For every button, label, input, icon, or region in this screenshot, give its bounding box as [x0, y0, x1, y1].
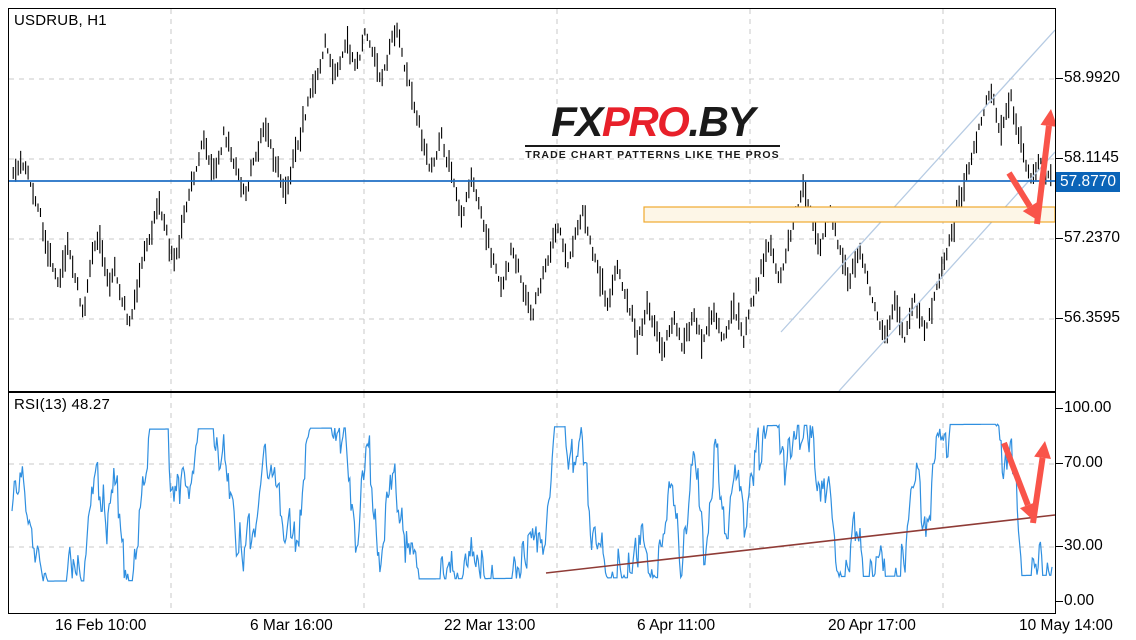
logo-text-by: BY: [698, 98, 756, 145]
price-chart-canvas: [9, 9, 1055, 391]
rsi-line: [11, 423, 1053, 582]
price-axis-label-3: 56.3595: [1064, 309, 1121, 326]
logo-divider: [525, 145, 780, 147]
price-zone-rect: [643, 206, 1055, 223]
price-forecast-arrow-up: [1034, 109, 1055, 225]
rsi-trendline: [545, 514, 1055, 574]
rsi-axis-label-0: 100.00: [1064, 399, 1112, 416]
logo-text-pro: PRO: [601, 98, 690, 145]
fxpro-watermark-logo: FXPRO.BY TRADE CHART PATTERNS LIKE THE P…: [525, 100, 780, 162]
price-chart-title: USDRUB, H1: [14, 12, 107, 29]
price-tick-0: [1056, 78, 1063, 79]
rsi-axis-label-1: 70.00: [1064, 454, 1103, 471]
rsi-tick-1: [1056, 463, 1063, 464]
logo-text-dot: .: [688, 98, 700, 145]
price-axis-label-0: 58.9920: [1064, 69, 1121, 86]
price-tick-1: [1056, 158, 1063, 159]
x-axis-label-4: 20 Apr 17:00: [828, 617, 916, 634]
price-axis-label-1: 58.1145: [1064, 149, 1119, 166]
price-channel-lower: [838, 151, 1055, 391]
rsi-forecast-arrow-down: [1001, 441, 1036, 521]
logo-wordmark: FXPRO.BY: [525, 100, 780, 144]
current-price-badge: 57.8770: [1056, 172, 1121, 192]
rsi-tick-2: [1056, 546, 1063, 547]
price-tick-3: [1056, 318, 1063, 319]
rsi-chart-canvas: [9, 393, 1055, 613]
x-axis-label-2: 22 Mar 13:00: [444, 617, 536, 634]
logo-tagline: TRADE CHART PATTERNS LIKE THE PROS: [525, 149, 780, 161]
x-axis-label-1: 6 Mar 16:00: [250, 617, 333, 634]
rsi-indicator-panel[interactable]: [8, 392, 1056, 614]
logo-text-fx: FX: [551, 98, 603, 145]
price-chart-panel[interactable]: [8, 8, 1056, 392]
rsi-axis-label-2: 30.00: [1064, 537, 1103, 554]
rsi-axis-label-3: 0.00: [1064, 592, 1095, 609]
rsi-indicator-title: RSI(13) 48.27: [14, 396, 110, 413]
rsi-forecast-arrow-up: [1030, 441, 1051, 524]
price-axis-label-2: 57.2370: [1064, 229, 1121, 246]
price-bars: [12, 22, 1052, 362]
rsi-tick-0: [1056, 408, 1063, 409]
x-axis-label-5: 10 May 14:00: [1019, 617, 1113, 634]
x-axis-label-3: 6 Apr 11:00: [637, 617, 716, 634]
rsi-tick-3: [1056, 601, 1063, 602]
x-axis-label-0: 16 Feb 10:00: [55, 617, 147, 634]
price-tick-2: [1056, 238, 1063, 239]
